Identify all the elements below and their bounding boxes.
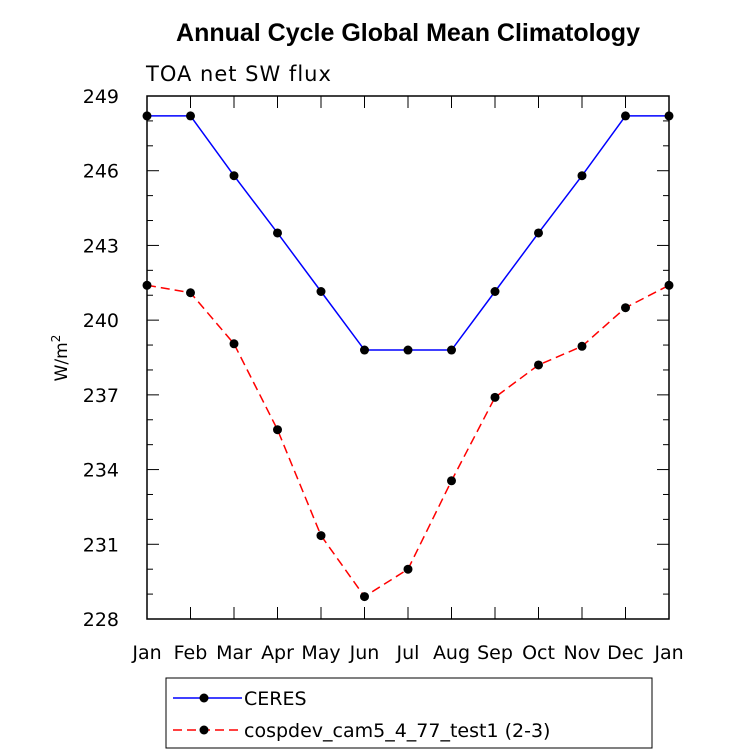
y-tick-label: 249: [83, 86, 119, 108]
data-point-series-2: [621, 303, 630, 313]
data-point-series-2: [534, 360, 543, 370]
data-point-series-2: [273, 425, 282, 435]
series-line-2: [146, 284, 670, 598]
data-point-series-2: [229, 339, 239, 349]
data-point-series-1: [534, 228, 543, 238]
data-point-series-1: [142, 111, 152, 121]
y-tick-label: 234: [83, 460, 119, 482]
x-tick-label: Sep: [477, 642, 513, 664]
legend-label-2: cospdev_cam5_4_77_test1 (2-3): [244, 720, 550, 742]
x-tick-label: Jun: [349, 642, 380, 664]
y-tick-label: 240: [83, 310, 119, 332]
data-point-series-1: [664, 111, 674, 121]
data-point-series-2: [316, 531, 326, 541]
y-tick-labels: 228 231 234 237 240 243 246 249: [83, 86, 119, 631]
x-tick-label: Feb: [174, 642, 208, 664]
data-point-series-1: [186, 111, 195, 121]
x-tick-label: Oct: [522, 642, 555, 664]
svg-text:W/m2: W/m2: [49, 335, 72, 382]
data-point-series-1: [360, 345, 369, 355]
data-point-series-2: [490, 392, 500, 402]
data-point-series-1: [490, 287, 500, 297]
data-point-series-2: [664, 280, 674, 290]
data-point-series-2: [403, 564, 413, 574]
data-point-series-1: [447, 345, 456, 355]
y-axis-label: W/m2: [49, 335, 72, 382]
legend-label-1: CERES: [244, 688, 307, 710]
data-point-series-1: [229, 171, 239, 181]
x-tick-label: Aug: [433, 642, 470, 664]
x-tick-label: Jan: [131, 642, 161, 664]
chart-subtitle: TOA net SW flux: [145, 62, 332, 86]
y-axis-label-text: W/m: [52, 342, 72, 381]
legend-marker-1: [199, 693, 209, 703]
x-tick-label: Mar: [216, 642, 252, 664]
data-point-series-2: [577, 341, 587, 351]
legend: CERES cospdev_cam5_4_77_test1 (2-3): [165, 677, 653, 749]
y-tick-label: 243: [83, 235, 119, 257]
x-tick-label: Dec: [607, 642, 644, 664]
chart-title: Annual Cycle Global Mean Climatology: [176, 19, 640, 47]
y-tick-label: 237: [83, 385, 119, 407]
x-tick-label: Jul: [396, 642, 420, 664]
data-point-series-2: [360, 592, 369, 602]
y-tick-label: 231: [83, 534, 119, 556]
x-tick-label: Apr: [261, 642, 294, 664]
data-point-series-2: [447, 476, 456, 486]
axis-ticks: [146, 95, 670, 620]
legend-box: [165, 677, 653, 749]
x-tick-label: Nov: [563, 642, 600, 664]
data-point-series-1: [403, 345, 413, 355]
x-tick-labels: Jan Feb Mar Apr May Jun Jul Aug Sep Oct Nov Dec Jan: [131, 642, 683, 664]
y-axis-label-superscript: 2: [49, 335, 63, 343]
series-layer: [142, 111, 674, 602]
plot-frame: [146, 95, 670, 620]
data-point-series-2: [186, 288, 195, 298]
data-point-series-1: [273, 228, 282, 238]
data-point-series-1: [577, 171, 587, 181]
data-point-series-1: [621, 111, 630, 121]
plot-border: [146, 95, 670, 620]
data-point-series-1: [316, 287, 326, 297]
y-tick-label: 246: [83, 161, 119, 183]
legend-marker-2: [199, 725, 209, 735]
series-line-1: [147, 115, 669, 351]
y-tick-label: 228: [83, 609, 119, 631]
x-tick-label: Jan: [653, 642, 683, 664]
x-tick-label: May: [301, 642, 340, 664]
data-point-series-2: [142, 280, 152, 290]
